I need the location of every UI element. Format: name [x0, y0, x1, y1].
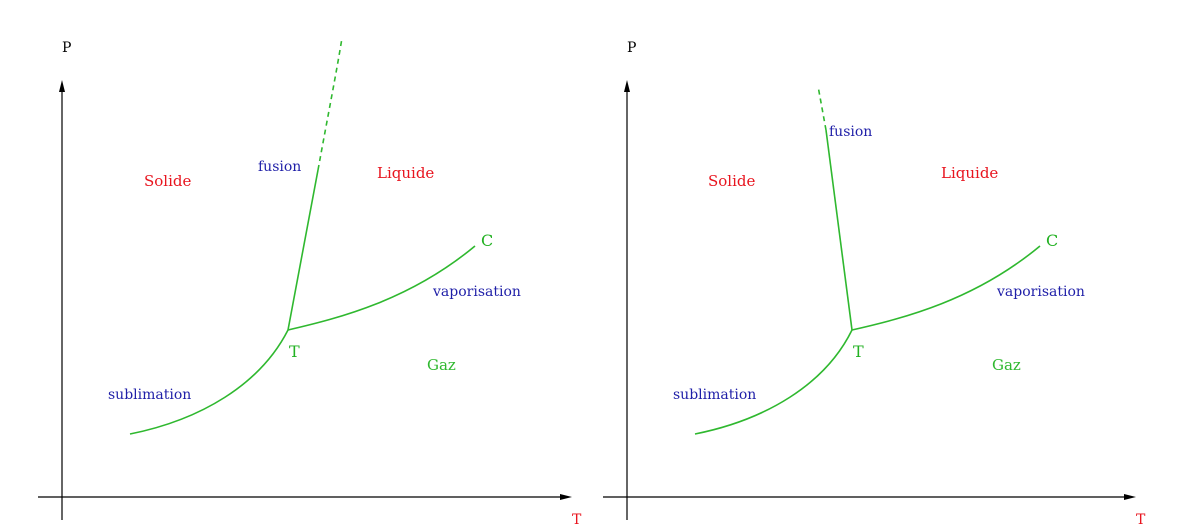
x-axis-arrow-icon	[560, 494, 572, 500]
region-gas-label: Gaz	[427, 356, 456, 374]
triple-point-label: T	[853, 342, 864, 361]
fusion-label: fusion	[829, 124, 872, 140]
x-axis-label: T	[572, 512, 582, 528]
phase-diagram-right: P T Solide Liquide Gaz fusion vaporisati…	[603, 40, 1146, 528]
triple-point-label: T	[289, 342, 300, 361]
fusion-curve	[287, 169, 319, 331]
x-axis-arrow-icon	[1124, 494, 1136, 500]
region-solid-label: Solide	[144, 172, 192, 190]
y-axis-arrow-icon	[59, 80, 65, 92]
region-gas-label: Gaz	[992, 356, 1021, 374]
vaporisation-curve	[851, 245, 1041, 331]
fusion-curve-extension	[817, 85, 827, 131]
y-axis-label: P	[627, 40, 636, 56]
vaporisation-label: vaporisation	[996, 284, 1085, 300]
x-axis-label: T	[1136, 512, 1146, 528]
region-solid-label: Solide	[708, 172, 756, 190]
vaporisation-label: vaporisation	[432, 284, 521, 300]
sublimation-label: sublimation	[108, 387, 191, 403]
region-liquid-label: Liquide	[941, 164, 998, 182]
sublimation-label: sublimation	[673, 387, 756, 403]
vaporisation-curve	[287, 245, 476, 331]
critical-point-label: C	[481, 231, 493, 250]
y-axis-arrow-icon	[624, 80, 630, 92]
phase-diagram-left: P T Solide Liquide Gaz fusion vaporisati…	[38, 37, 582, 528]
fusion-curve-extension	[317, 37, 343, 171]
fusion-curve	[825, 129, 853, 331]
y-axis-label: P	[62, 40, 71, 56]
sublimation-curve	[129, 329, 289, 435]
critical-point-label: C	[1046, 231, 1058, 250]
region-liquid-label: Liquide	[377, 164, 434, 182]
fusion-label: fusion	[258, 159, 301, 175]
sublimation-curve	[694, 329, 853, 435]
